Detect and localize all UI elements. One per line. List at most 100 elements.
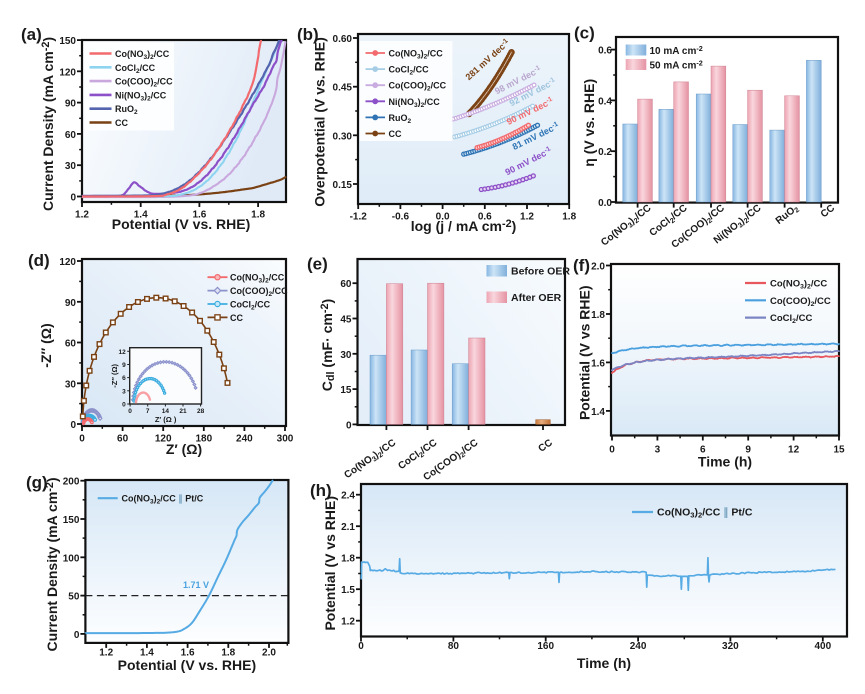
svg-text:300: 300 xyxy=(277,434,294,445)
svg-text:90: 90 xyxy=(65,99,77,110)
svg-text:150: 150 xyxy=(59,36,76,47)
svg-text:0.2: 0.2 xyxy=(598,147,612,158)
svg-text:CC: CC xyxy=(230,313,243,323)
svg-text:0: 0 xyxy=(346,420,352,431)
svg-text:28: 28 xyxy=(197,408,205,415)
svg-text:-0.6: -0.6 xyxy=(392,212,410,223)
svg-text:12: 12 xyxy=(118,349,126,356)
svg-text:0: 0 xyxy=(122,402,126,409)
svg-text:CC: CC xyxy=(389,129,402,139)
svg-text:1.5: 1.5 xyxy=(341,585,355,596)
svg-text:9: 9 xyxy=(122,362,126,369)
svg-text:160: 160 xyxy=(537,641,554,652)
svg-text:3: 3 xyxy=(655,445,661,456)
svg-text:Ni(NO3)2/CC: Ni(NO3)2/CC xyxy=(389,97,441,109)
svg-text:Z′ (Ω ): Z′ (Ω ) xyxy=(155,415,177,424)
svg-text:0.60: 0.60 xyxy=(333,34,353,45)
svg-text:150: 150 xyxy=(63,515,80,526)
svg-text:120: 120 xyxy=(155,434,172,445)
svg-text:Z′ (Ω): Z′ (Ω) xyxy=(166,441,202,457)
svg-text:180: 180 xyxy=(195,434,212,445)
svg-text:Co(NO3)2/CC ∥ Pt/C: Co(NO3)2/CC ∥ Pt/C xyxy=(657,507,753,520)
svg-text:320: 320 xyxy=(722,641,739,652)
svg-text:2.0: 2.0 xyxy=(591,262,605,273)
svg-text:Time (h): Time (h) xyxy=(698,454,752,470)
svg-text:30: 30 xyxy=(340,350,352,361)
svg-text:RuO2: RuO2 xyxy=(389,113,412,125)
svg-text:60: 60 xyxy=(65,130,77,141)
svg-text:400: 400 xyxy=(814,641,831,652)
svg-text:Current Density (mA cm-2): Current Density (mA cm-2) xyxy=(44,477,60,651)
svg-text:(h): (h) xyxy=(310,481,332,500)
svg-text:6: 6 xyxy=(122,375,126,382)
svg-text:(b): (b) xyxy=(297,25,319,44)
svg-text:120: 120 xyxy=(59,67,76,78)
svg-text:1.4: 1.4 xyxy=(140,647,154,658)
svg-text:15: 15 xyxy=(833,445,845,456)
svg-text:240: 240 xyxy=(236,434,253,445)
svg-text:2.0: 2.0 xyxy=(262,647,276,658)
svg-text:0.4: 0.4 xyxy=(598,96,612,107)
svg-text:45: 45 xyxy=(340,315,352,326)
svg-text:-Z′′ (Ω): -Z′′ (Ω) xyxy=(110,363,119,387)
svg-text:CoCl2/CC: CoCl2/CC xyxy=(770,313,812,325)
svg-text:120: 120 xyxy=(59,257,76,268)
svg-text:9: 9 xyxy=(745,445,751,456)
svg-text:10 mA cm-2: 10 mA cm-2 xyxy=(650,44,703,57)
svg-text:60: 60 xyxy=(65,339,77,350)
svg-text:0: 0 xyxy=(609,445,615,456)
svg-text:1.2: 1.2 xyxy=(341,617,355,628)
svg-text:3: 3 xyxy=(122,388,126,395)
svg-text:0: 0 xyxy=(74,630,80,641)
svg-text:(c): (c) xyxy=(574,24,595,43)
svg-text:100: 100 xyxy=(63,553,80,564)
svg-text:30: 30 xyxy=(65,379,77,390)
svg-text:60: 60 xyxy=(117,434,129,445)
svg-text:15: 15 xyxy=(340,385,352,396)
svg-text:RuO2: RuO2 xyxy=(115,104,138,116)
svg-text:0: 0 xyxy=(70,193,76,204)
svg-text:1.71 V: 1.71 V xyxy=(183,580,209,590)
svg-text:Ni(NO3)2/CC: Ni(NO3)2/CC xyxy=(115,90,167,102)
svg-text:1.8: 1.8 xyxy=(221,647,235,658)
svg-text:CoCl2/CC: CoCl2/CC xyxy=(115,63,156,75)
svg-text:2.4: 2.4 xyxy=(341,491,355,502)
svg-text:Potential (V vs. RHE): Potential (V vs. RHE) xyxy=(118,657,256,673)
svg-text:0.30: 0.30 xyxy=(333,131,353,142)
svg-text:Time (h): Time (h) xyxy=(577,655,631,671)
svg-text:0.45: 0.45 xyxy=(333,83,353,94)
svg-text:0.0: 0.0 xyxy=(436,212,450,223)
svg-text:2.1: 2.1 xyxy=(341,522,355,533)
svg-text:Co(COO)2/CC: Co(COO)2/CC xyxy=(770,296,831,308)
svg-text:50: 50 xyxy=(68,592,80,603)
svg-text:21: 21 xyxy=(179,408,187,415)
svg-text:1.4: 1.4 xyxy=(134,210,148,221)
svg-text:Cdl (mF· cm-2): Cdl (mF· cm-2) xyxy=(319,299,338,391)
svg-text:-Z′′ (Ω): -Z′′ (Ω) xyxy=(38,323,54,367)
svg-text:Co(COO)2/CC: Co(COO)2/CC xyxy=(389,81,447,93)
svg-text:50 mA cm-2: 50 mA cm-2 xyxy=(650,59,703,72)
svg-text:After OER: After OER xyxy=(511,292,562,304)
svg-text:7: 7 xyxy=(146,408,150,415)
svg-text:6: 6 xyxy=(700,445,706,456)
svg-text:CC: CC xyxy=(115,118,128,128)
svg-text:60: 60 xyxy=(340,279,352,290)
svg-text:Current Density (mA cm-2): Current Density (mA cm-2) xyxy=(40,37,56,211)
svg-text:1.6: 1.6 xyxy=(181,647,195,658)
svg-text:1.8: 1.8 xyxy=(341,554,355,565)
svg-text:-1.2: -1.2 xyxy=(350,212,368,223)
svg-text:Co(NO3)2/CC: Co(NO3)2/CC xyxy=(115,49,170,61)
svg-text:14: 14 xyxy=(162,408,170,415)
svg-text:0: 0 xyxy=(128,408,132,415)
svg-text:η (V vs. RHE): η (V vs. RHE) xyxy=(581,79,597,167)
svg-text:Co(NO3)2/CC: Co(NO3)2/CC xyxy=(770,279,827,291)
svg-text:0: 0 xyxy=(358,641,364,652)
svg-text:Co(COO)2/CC: Co(COO)2/CC xyxy=(230,286,288,298)
svg-text:0.15: 0.15 xyxy=(333,180,353,191)
svg-text:1.2: 1.2 xyxy=(75,210,89,221)
svg-text:200: 200 xyxy=(63,477,80,488)
svg-text:1.8: 1.8 xyxy=(562,212,576,223)
svg-text:0: 0 xyxy=(79,434,85,445)
svg-text:90: 90 xyxy=(65,298,77,309)
svg-text:0: 0 xyxy=(70,420,76,431)
